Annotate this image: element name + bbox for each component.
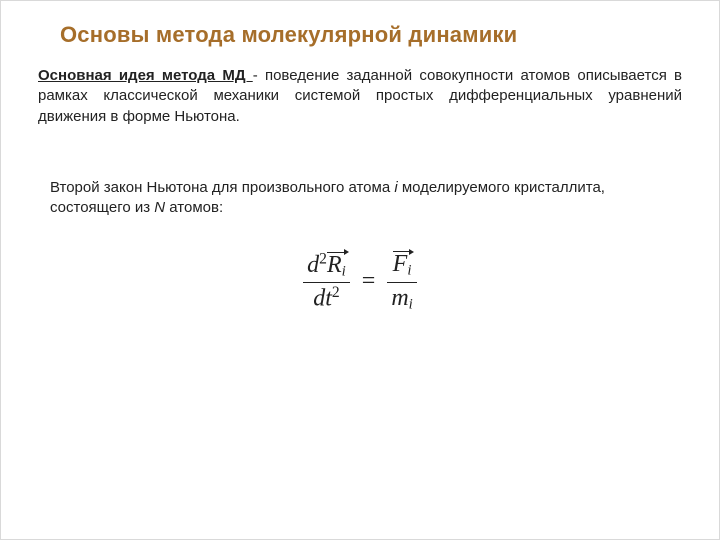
sym-m: m (391, 285, 408, 311)
vector-R: Ri (327, 249, 346, 282)
equation-body: d2Ri dt2 = Fi mi (299, 248, 421, 314)
sym-exp2: 2 (319, 250, 327, 267)
sym-R: R (327, 252, 342, 278)
sym-d2: d (313, 286, 325, 312)
slide: Основы метода молекулярной динамики Осно… (0, 0, 720, 540)
intro-paragraph: Основная идея метода МД - поведение зада… (38, 66, 682, 127)
vector-F: Fi (393, 248, 412, 281)
newton-equation: d2Ri dt2 = Fi mi (0, 248, 720, 314)
lhs-fraction: d2Ri dt2 (303, 249, 350, 314)
sym-t-exp: 2 (332, 284, 340, 301)
rhs-numerator: Fi (389, 248, 416, 281)
lhs-numerator: d2Ri (303, 249, 350, 282)
equals-sign: = (362, 268, 376, 295)
sym-d: d (307, 252, 319, 278)
lhs-denominator: dt2 (309, 284, 343, 313)
sym-F-sub: i (407, 263, 411, 279)
sym-F: F (393, 251, 408, 277)
p2-t3: атомов: (165, 199, 223, 216)
p2-t1: Второй закон Ньютона для произвольного а… (50, 179, 394, 196)
rhs-denominator: mi (387, 284, 416, 315)
lhs-bar (303, 282, 350, 283)
p2-i2: N (154, 199, 165, 216)
newton-paragraph: Второй закон Ньютона для произвольного а… (50, 178, 670, 219)
sym-R-sub: i (342, 263, 346, 279)
rhs-fraction: Fi mi (387, 248, 416, 314)
slide-title: Основы метода молекулярной динамики (60, 22, 517, 48)
sym-t: t (325, 286, 332, 312)
sym-m-sub: i (409, 296, 413, 312)
rhs-bar (387, 282, 416, 283)
intro-lead: Основная идея метода МД (38, 67, 253, 84)
